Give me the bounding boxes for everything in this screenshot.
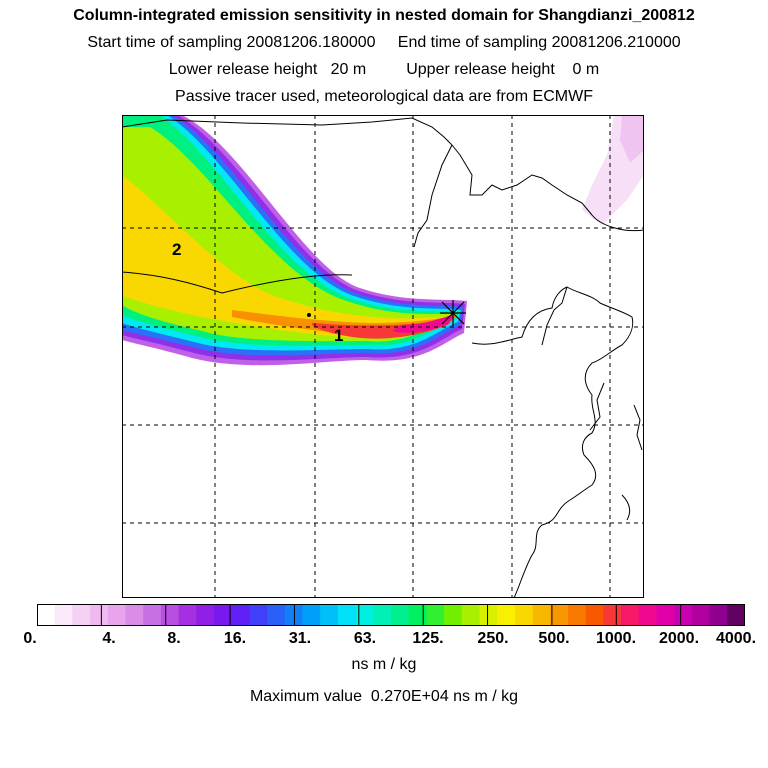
coastline-island-2 bbox=[621, 494, 631, 521]
colorbar-cell bbox=[337, 604, 357, 626]
colorbar-cell bbox=[391, 604, 410, 626]
colorbar-cell bbox=[90, 604, 109, 626]
colorbar-cell bbox=[568, 604, 587, 626]
faint-sensitivity-core bbox=[620, 115, 644, 163]
colorbar-cell bbox=[656, 604, 675, 626]
colorbar-cell bbox=[550, 604, 569, 626]
colorbar-cell bbox=[638, 604, 658, 626]
maximum-value-line: Maximum value 0.270E+04 ns m / kg bbox=[249, 688, 519, 705]
colorbar-cell bbox=[408, 604, 427, 626]
colorbar-cell bbox=[231, 604, 250, 626]
colorbar-cell bbox=[691, 604, 711, 626]
plume-label-2: 2 bbox=[172, 240, 181, 259]
colorbar-cell bbox=[479, 604, 498, 626]
colorbar-cell bbox=[621, 604, 640, 626]
colorbar-cell bbox=[267, 604, 286, 626]
colorbar-cell bbox=[373, 604, 392, 626]
coastline-peninsula bbox=[471, 286, 634, 364]
coastline-north bbox=[122, 117, 453, 146]
colorbar-cell bbox=[426, 604, 445, 626]
map-panel: 2 1 bbox=[122, 115, 644, 598]
colorbar-tick-label: 63. bbox=[353, 630, 377, 647]
colorbar-cell bbox=[72, 604, 91, 626]
colorbar-cell bbox=[107, 604, 127, 626]
colorbar-cell bbox=[497, 604, 516, 626]
coastline-south-2 bbox=[513, 499, 571, 598]
colorbar-tick-label: 4. bbox=[102, 630, 116, 647]
map-title: Column-integrated emission sensitivity i… bbox=[73, 7, 695, 24]
colorbar-units: ns m / kg bbox=[351, 656, 417, 673]
colorbar-tick-label: 1000. bbox=[595, 630, 637, 647]
tracer-info-line: Passive tracer used, meteorological data… bbox=[175, 88, 593, 105]
colorbar-cell bbox=[320, 604, 339, 626]
colorbar-cell bbox=[143, 604, 162, 626]
colorbar-tick-label: 4000. bbox=[715, 630, 757, 647]
colorbar-cell bbox=[54, 604, 73, 626]
colorbar-cell bbox=[125, 604, 144, 626]
plume-label-1: 1 bbox=[334, 326, 343, 345]
colorbar-tick-label: 8. bbox=[167, 630, 181, 647]
colorbar-tick-label: 2000. bbox=[658, 630, 700, 647]
colorbar-cell bbox=[249, 604, 268, 626]
graticule bbox=[122, 115, 644, 598]
colorbar-tick-label: 0. bbox=[23, 630, 37, 647]
colorbar-cell bbox=[178, 604, 197, 626]
colorbar-cell bbox=[444, 604, 463, 626]
coastline-bay bbox=[413, 144, 453, 248]
colorbar-cell bbox=[355, 604, 374, 626]
colorbar-cell bbox=[196, 604, 215, 626]
colorbar-tick-label: 16. bbox=[223, 630, 247, 647]
map-frame bbox=[122, 115, 644, 598]
sampling-time-line: Start time of sampling 20081206.180000 E… bbox=[87, 34, 681, 51]
coastline-south-1 bbox=[569, 362, 597, 501]
colorbar-cell bbox=[514, 604, 534, 626]
colorbar-cell bbox=[709, 604, 728, 626]
colorbar-cell bbox=[727, 604, 745, 626]
colorbar-tick-label: 31. bbox=[288, 630, 312, 647]
colorbar-cell bbox=[674, 604, 693, 626]
dot-marker bbox=[307, 313, 311, 317]
colorbar-tick-label: 125. bbox=[412, 630, 444, 647]
coastline-east bbox=[451, 144, 593, 216]
colorbar bbox=[37, 604, 745, 626]
coastline-east-2 bbox=[591, 214, 644, 232]
coastline-peninsula-inner bbox=[541, 286, 568, 346]
colorbar-cell bbox=[532, 604, 551, 626]
receptor-x-icon bbox=[440, 300, 466, 326]
colorbar-cell bbox=[603, 604, 622, 626]
plume-layer-7 bbox=[122, 175, 457, 339]
colorbar-cell bbox=[302, 604, 321, 626]
colorbar-tick-label: 500. bbox=[538, 630, 570, 647]
colorbar-cell bbox=[284, 604, 304, 626]
plume-layer-10 bbox=[392, 314, 454, 333]
colorbar-cell bbox=[585, 604, 604, 626]
colorbar-cell bbox=[37, 604, 56, 626]
colorbar-frame bbox=[37, 604, 745, 626]
colorbar-tick-label: 250. bbox=[477, 630, 509, 647]
coastline-east-edge bbox=[633, 404, 643, 451]
colorbar-cell bbox=[214, 604, 233, 626]
colorbar-cell bbox=[160, 604, 180, 626]
coastline-island bbox=[589, 382, 605, 431]
plume-layer-9 bbox=[312, 315, 456, 339]
colorbar-cell bbox=[461, 604, 481, 626]
release-height-line: Lower release height 20 m Upper release … bbox=[168, 61, 600, 78]
